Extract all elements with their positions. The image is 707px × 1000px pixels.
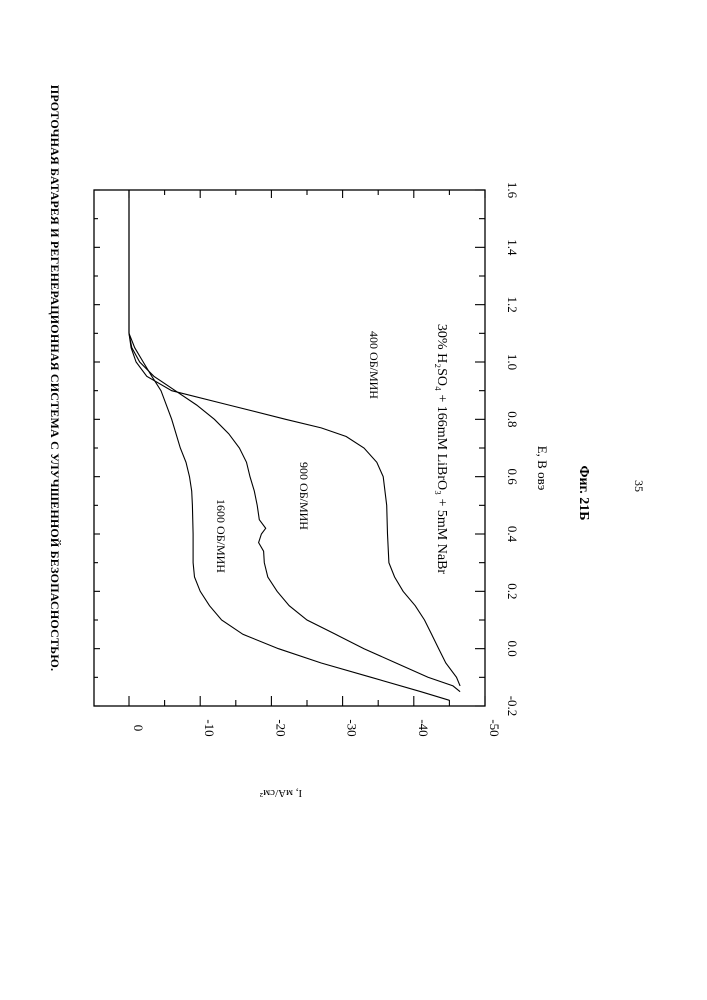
x-tick-label: 0.4 xyxy=(505,526,520,543)
series-label-1600: 1600 ОБ/МИН xyxy=(212,481,228,591)
series-line-0 xyxy=(129,190,460,686)
series-label-900: 900 ОБ/МИН xyxy=(295,441,311,551)
y-tick-label: -50 xyxy=(487,719,502,736)
x-tick-label: 1.4 xyxy=(505,239,520,256)
x-axis-label: E, В овэ xyxy=(534,418,550,518)
y-tick-label: 0 xyxy=(131,725,146,732)
x-tick-label: 0.2 xyxy=(505,583,520,599)
plot-frame xyxy=(94,190,485,706)
series-line-2 xyxy=(129,190,449,700)
x-tick-label: 1.6 xyxy=(505,182,520,199)
electrolyte-annotation: 30% H₂SO₄ + 166mM LiBrO₃ + 5mM NaBr xyxy=(431,309,449,589)
page-number: 35 xyxy=(630,456,646,516)
x-tick-label: 1.0 xyxy=(505,354,520,370)
y-tick-label: -40 xyxy=(416,719,431,736)
figure-caption: Фиг. 21Б xyxy=(575,443,591,543)
x-tick-label: -0.2 xyxy=(505,696,520,717)
x-tick-label: 1.2 xyxy=(505,297,520,313)
y-tick-label: -20 xyxy=(273,719,288,736)
y-tick-label: -10 xyxy=(202,719,217,736)
x-tick-label: 0.0 xyxy=(505,641,520,657)
x-tick-label: 0.6 xyxy=(505,469,520,486)
series-label-400: 400 ОБ/МИН xyxy=(365,310,381,420)
y-axis-label: I, мА/см² xyxy=(236,783,326,799)
x-tick-label: 0.8 xyxy=(505,411,520,427)
y-tick-label: -30 xyxy=(345,719,360,736)
